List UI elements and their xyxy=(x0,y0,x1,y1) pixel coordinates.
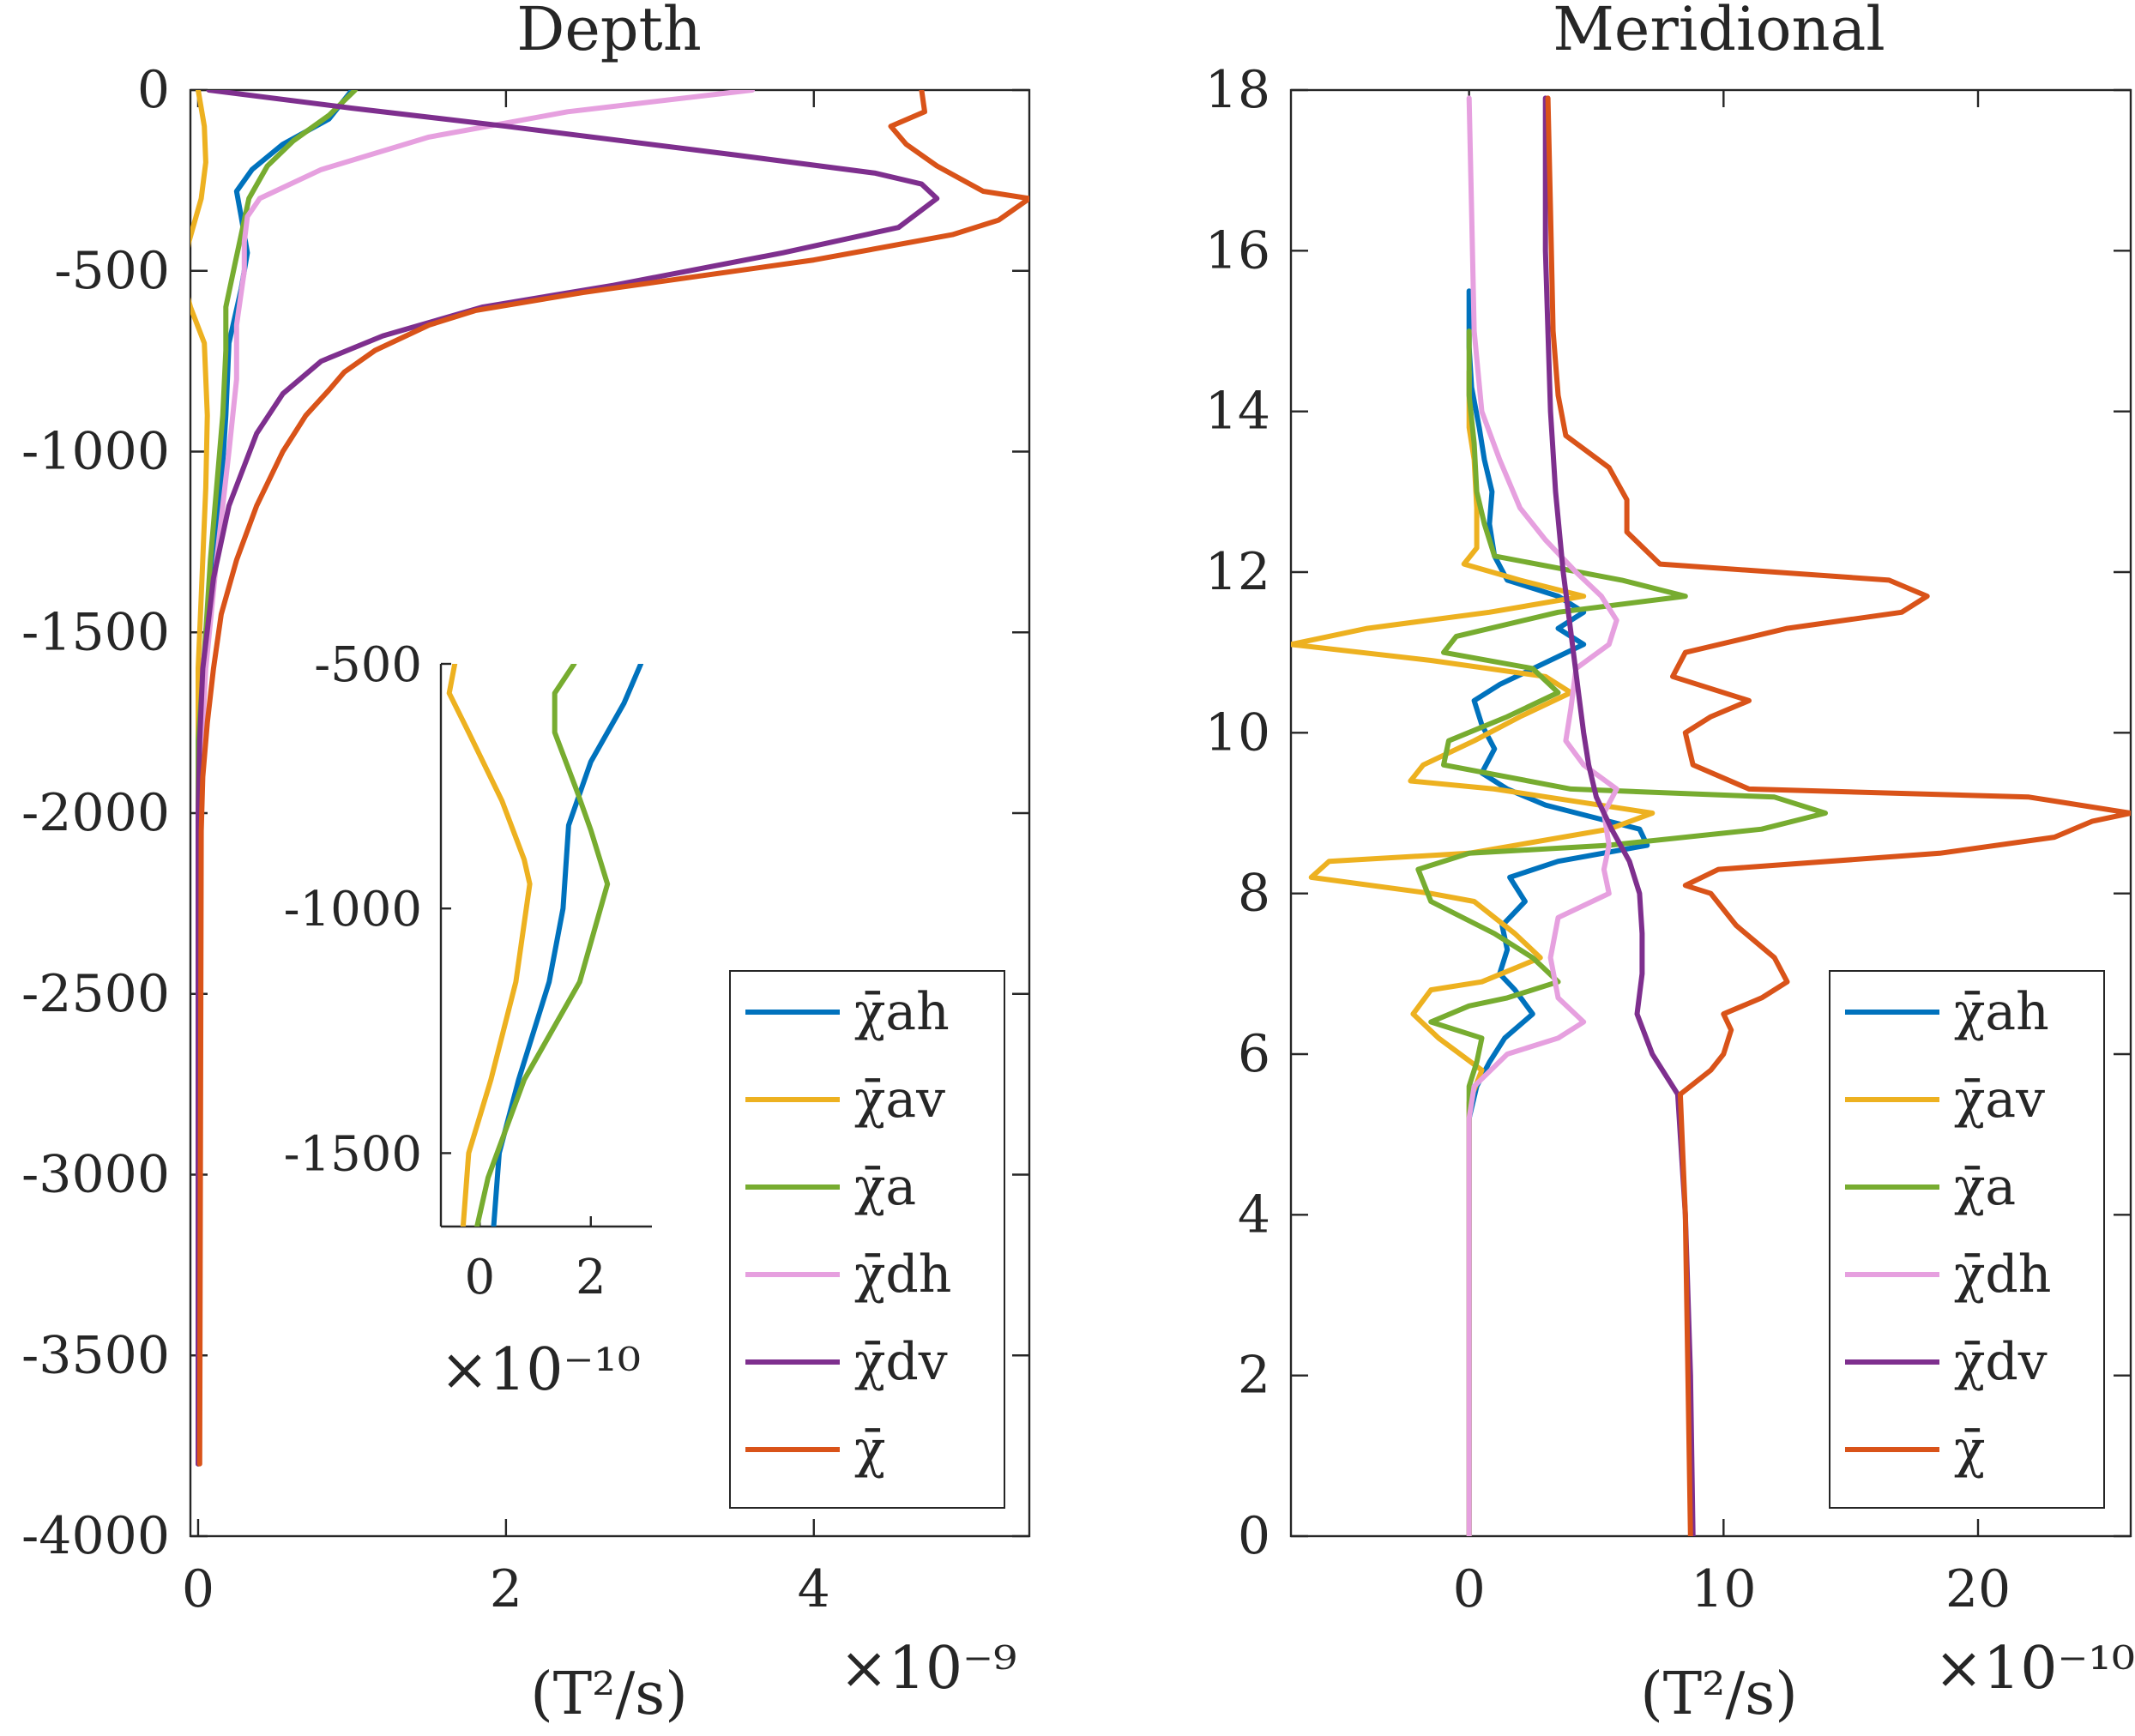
meridional-ytick-label: 6 xyxy=(1238,1024,1270,1084)
depth-legend: χ̄ah χ̄av χ̄a χ̄dh χ̄dv χ̄ xyxy=(729,970,1005,1509)
inset-ytick-label: -1000 xyxy=(284,882,422,937)
depth-series-line-3 xyxy=(196,90,358,1467)
depth-legend-label-4: χ̄dh xyxy=(854,1245,951,1305)
meridional-ytick-label: 14 xyxy=(1205,382,1270,442)
meridional-legend: χ̄ah χ̄av χ̄a χ̄dh χ̄dv χ̄ xyxy=(1829,970,2105,1509)
meridional-legend-label-1: χ̄ah xyxy=(1954,982,2049,1042)
meridional-x-exponent: ×10⁻¹⁰ xyxy=(1934,1635,2135,1703)
depth-ytick-label: -3500 xyxy=(21,1325,170,1385)
depth-panel: Depth 0 2 4 0 -500 -1000 -1500 -2000 -2500 -3000 -… xyxy=(21,0,1031,1728)
depth-ytick-label: -1500 xyxy=(21,602,170,662)
meridional-xlabel: (T²/s) xyxy=(1640,1661,1797,1728)
depth-legend-label-3: χ̄a xyxy=(854,1157,916,1217)
meridional-ytick-label: 10 xyxy=(1205,702,1270,763)
depth-title: Depth xyxy=(516,0,702,64)
depth-ytick-label: -500 xyxy=(54,241,170,301)
meridional-xtick-label: 20 xyxy=(1945,1559,2011,1619)
meridional-legend-box xyxy=(1829,970,2105,1509)
meridional-ytick-label: 12 xyxy=(1205,542,1270,602)
depth-ytick-label: -3000 xyxy=(21,1145,170,1205)
meridional-legend-label-3: χ̄a xyxy=(1954,1157,2016,1217)
inset-series-line-2 xyxy=(446,664,533,1227)
meridional-ytick-label: 0 xyxy=(1238,1506,1270,1566)
inset-ytick-label: -500 xyxy=(314,637,422,693)
meridional-series-line-4 xyxy=(1466,95,1619,1536)
meridional-ytick-label: 16 xyxy=(1205,220,1270,280)
depth-xtick-label: 0 xyxy=(182,1559,214,1619)
inset-ytick-label: -1500 xyxy=(284,1126,422,1182)
depth-ytick-label: -1000 xyxy=(21,422,170,482)
depth-series-line-6 xyxy=(196,90,1029,1467)
depth-ytick-label: 0 xyxy=(137,60,170,120)
depth-x-exponent: ×10⁻⁹ xyxy=(840,1635,1017,1703)
meridional-legend-label-4: χ̄dh xyxy=(1954,1245,2051,1305)
meridional-series-line-3 xyxy=(1415,329,1828,1536)
inset-xtick-label: 0 xyxy=(464,1250,495,1305)
depth-ytick-label: -2500 xyxy=(21,964,170,1024)
meridional-ytick-label: 2 xyxy=(1238,1346,1270,1406)
depth-ytick-label: -4000 xyxy=(21,1506,170,1566)
meridional-legend-label-2: χ̄av xyxy=(1954,1070,2045,1130)
meridional-ytick-label: 18 xyxy=(1205,60,1270,120)
inset-series-line-3 xyxy=(474,664,611,1227)
depth-xtick-label: 4 xyxy=(798,1559,830,1619)
meridional-series-line-2 xyxy=(1291,368,1656,1536)
meridional-legend-label-6: χ̄ xyxy=(1954,1420,1985,1480)
depth-legend-label-1: χ̄ah xyxy=(854,982,950,1042)
meridional-ytick-label: 8 xyxy=(1238,864,1270,924)
meridional-legend-label-5: χ̄dv xyxy=(1954,1332,2048,1392)
depth-legend-label-5: χ̄dv xyxy=(854,1332,948,1392)
depth-xlabel: (T²/s) xyxy=(530,1661,687,1728)
depth-legend-box xyxy=(729,970,1005,1509)
depth-ytick-label: -2000 xyxy=(21,783,170,843)
inset-xtick-label: 2 xyxy=(576,1250,606,1305)
meridional-series-line-5 xyxy=(1542,95,1696,1536)
depth-series-line-2 xyxy=(190,90,210,1467)
meridional-title: Meridional xyxy=(1553,0,1885,64)
depth-series-line-1 xyxy=(196,90,355,1467)
meridional-series-line-1 xyxy=(1466,288,1650,1536)
depth-xtick-label: 2 xyxy=(490,1559,522,1619)
meridional-xtick-label: 0 xyxy=(1453,1559,1486,1619)
depth-legend-label-2: χ̄av xyxy=(854,1070,945,1130)
meridional-xtick-label: 10 xyxy=(1691,1559,1756,1619)
meridional-ytick-label: 4 xyxy=(1238,1184,1270,1245)
depth-legend-label-6: χ̄ xyxy=(854,1420,885,1480)
inset-x-exponent: ×10⁻¹⁰ xyxy=(440,1336,641,1404)
depth-inset: 0 2 -500 -1000 -1500 ×10⁻¹⁰ xyxy=(284,637,652,1404)
meridional-series-line-6 xyxy=(1545,95,2131,1536)
meridional-panel: Meridional 0 10 20 0 2 4 6 8 10 12 14 16 18 (T²/s) ×… xyxy=(1205,0,2135,1728)
